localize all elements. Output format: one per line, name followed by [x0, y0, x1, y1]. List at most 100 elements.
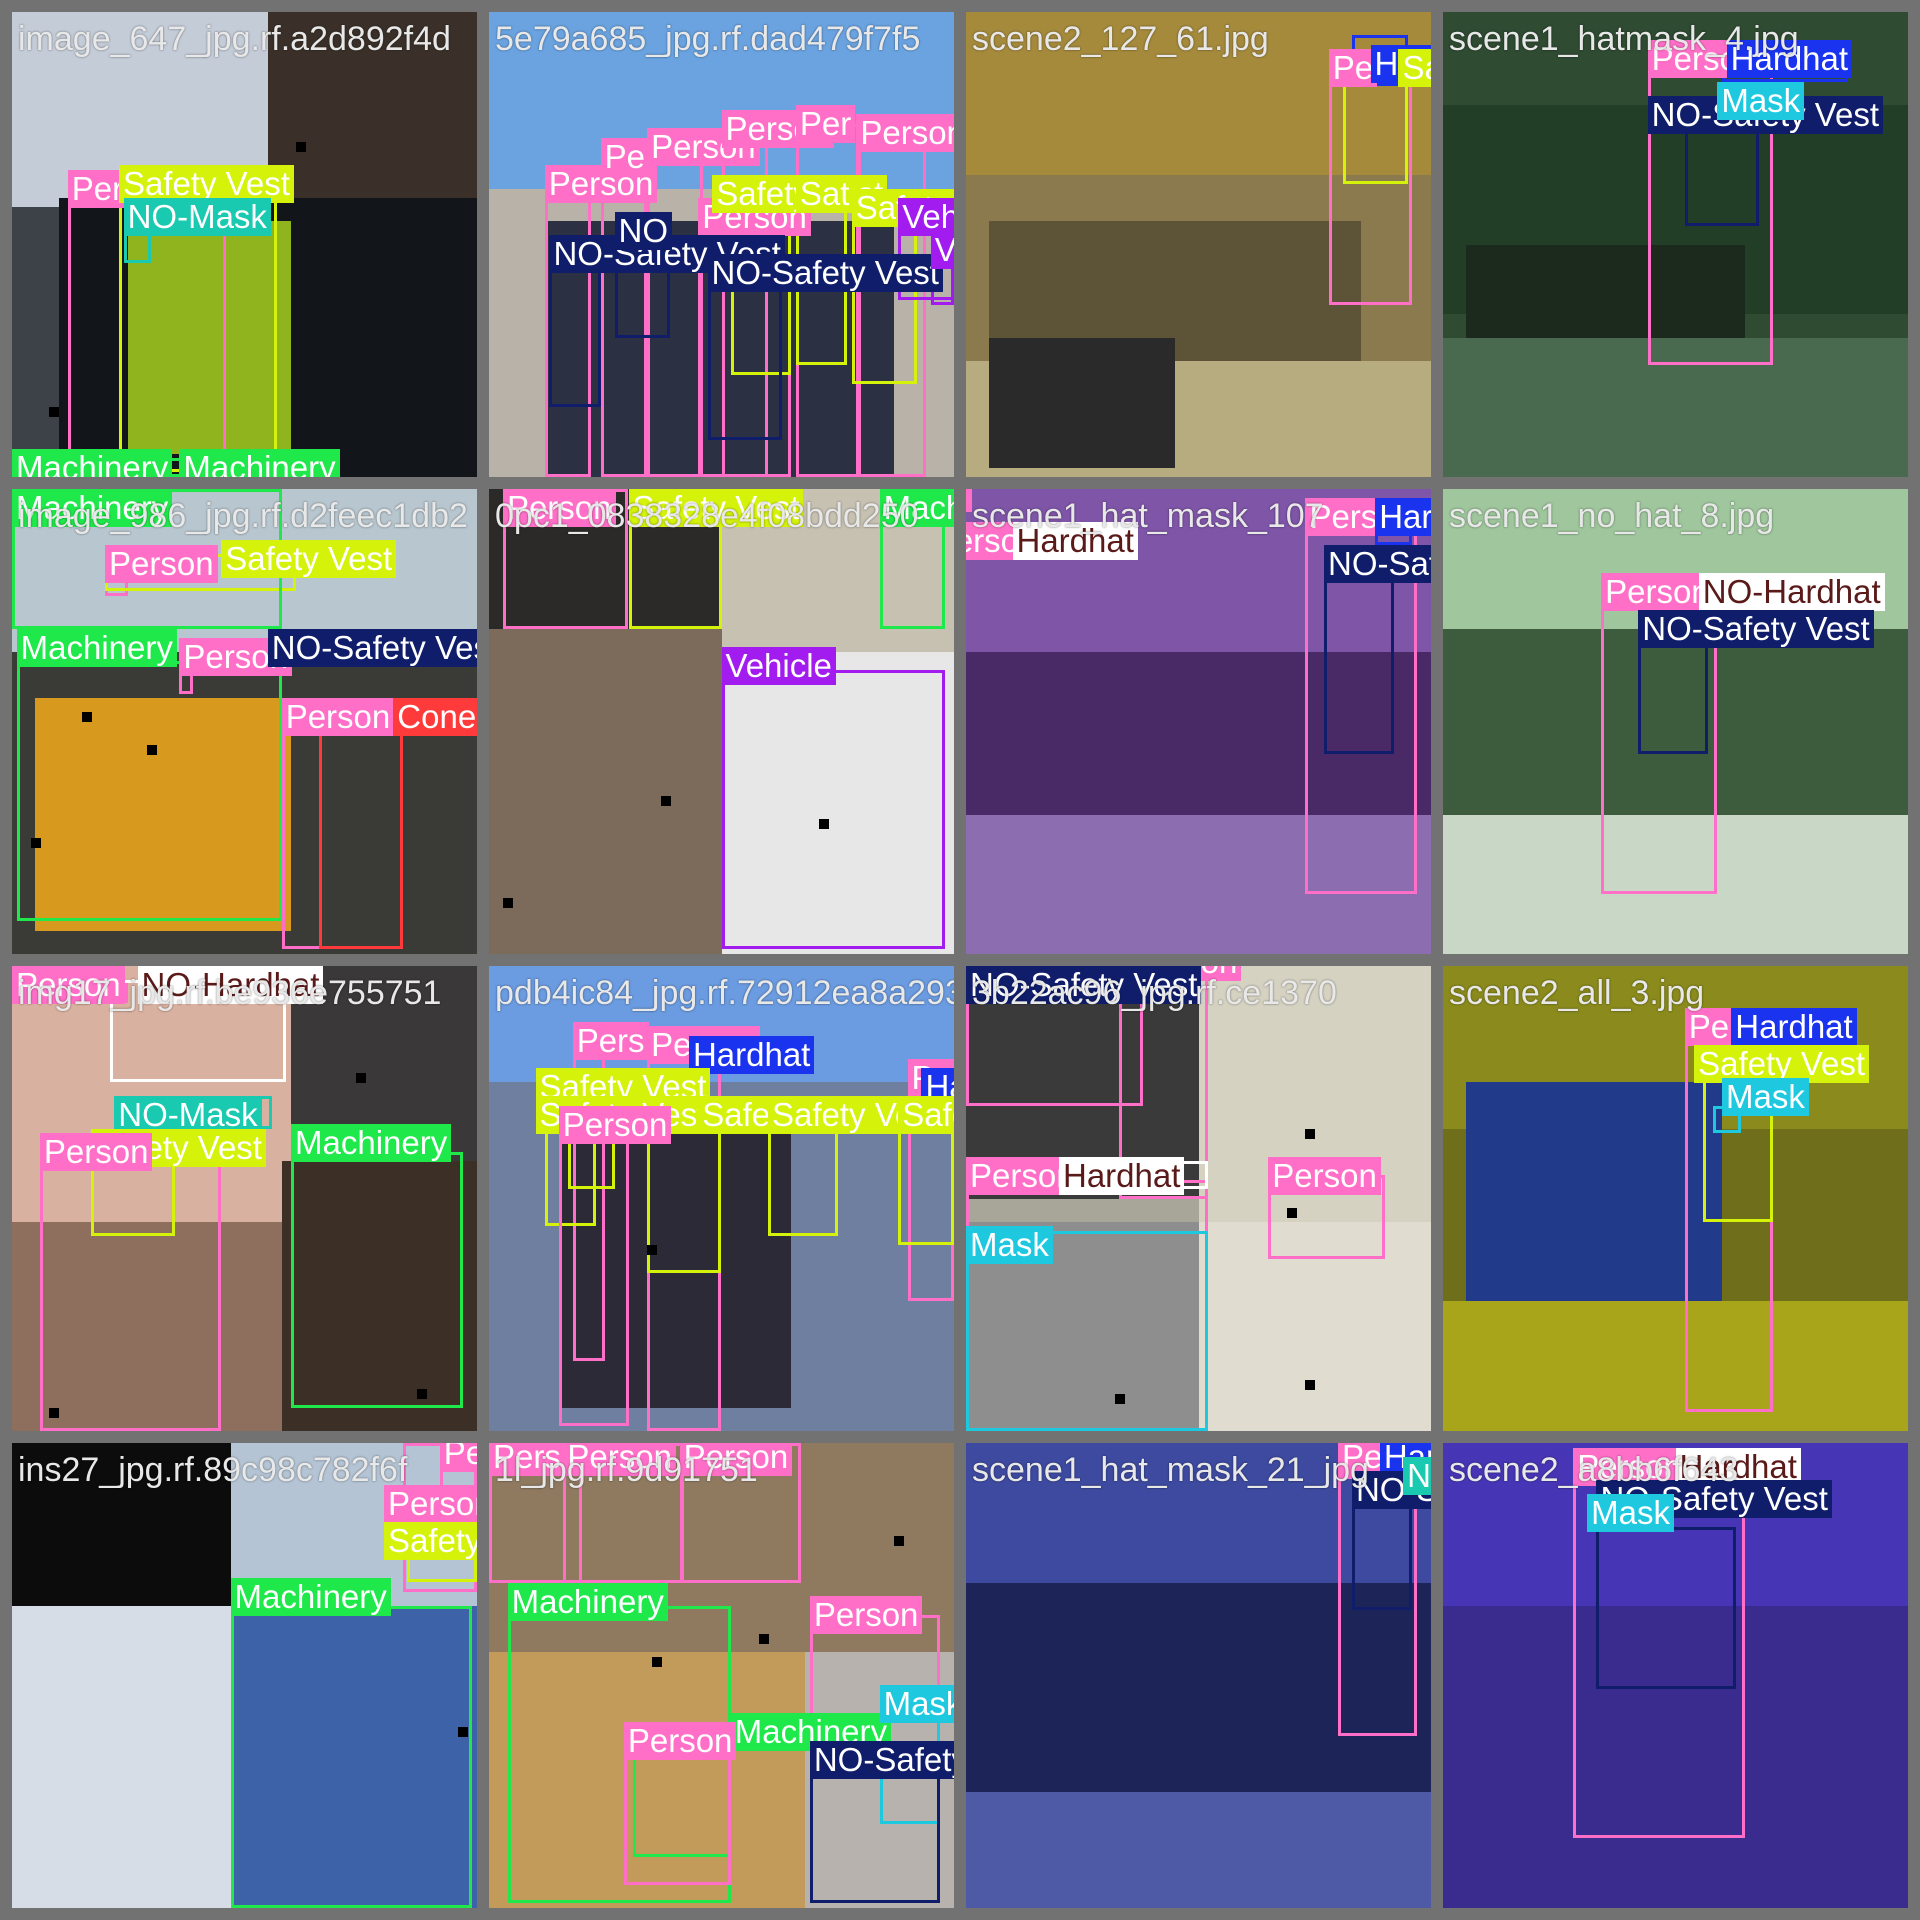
scene-region — [230, 1605, 477, 1908]
image-filename: scene2_a8bb6f643 — [1449, 1451, 1739, 1489]
mosaic-tile: img17_jpg.rf.be936e755751 Person NO-Hardha… — [12, 966, 477, 1431]
mosaic-tile: 1l_jpg.rf.9d91751 Pers Person Person Machine… — [489, 1443, 954, 1908]
center-point-marker — [651, 1656, 662, 1667]
scene-region — [267, 12, 477, 198]
bbox-label: Pers — [572, 1021, 649, 1060]
mosaic-tile: image_986_jpg.rf.d2feec1db2 Person Safety … — [12, 489, 477, 954]
bbox-label: NO-Safety Vest — [966, 966, 1202, 1004]
bbox-label: Safety Vest — [628, 489, 804, 527]
center-point-marker — [81, 712, 92, 723]
bbox-safety-vest — [647, 1124, 722, 1273]
mosaic-tile: 5e79a685_jpg.rf.dad479f7f5 Person Pe Person… — [489, 12, 954, 477]
image-filename: scene1_hat_mask_107 — [972, 497, 1324, 535]
bbox-label: Person — [439, 1443, 477, 1472]
scene-region — [989, 337, 1176, 468]
image-filename: 0pc1_0838328e4f08bdd250 — [495, 497, 919, 535]
scene-region — [558, 1128, 792, 1408]
center-point-marker — [416, 1389, 427, 1400]
image-filename: 5e79a685_jpg.rf.dad479f7f5 — [495, 20, 921, 58]
scene-region — [966, 1582, 1431, 1792]
center-point-marker — [30, 837, 41, 848]
bbox-no-safety-vest — [1684, 123, 1760, 226]
mosaic-tile: scene2_127_61.jpgPeHardhatSafety Vest — [966, 12, 1431, 477]
bbox-label: Person — [1268, 1156, 1381, 1195]
bbox-label: Person — [558, 1105, 672, 1144]
center-point-marker — [1305, 1379, 1316, 1390]
scene-region — [281, 1161, 477, 1431]
bbox-label: NO-Safety Vest — [809, 1740, 954, 1779]
bbox-label: Safety Vest — [898, 1096, 954, 1135]
scene-region — [1443, 1300, 1908, 1431]
bbox-label: Hardhat — [1012, 521, 1138, 560]
bbox-label: Person — [502, 489, 616, 527]
bbox-label: NO-Hardhat — [1698, 572, 1885, 611]
scene-region — [35, 698, 291, 931]
scene-region — [128, 221, 291, 454]
scene-region — [1443, 337, 1908, 477]
bbox-label: Per — [795, 105, 856, 143]
bbox-label: NO — [614, 211, 673, 250]
bbox-person — [623, 1745, 731, 1885]
bbox-label: Hardhat — [1731, 1007, 1857, 1046]
bbox-label: NO-Safety Vest — [1324, 544, 1431, 583]
bbox-label: Person — [563, 1443, 676, 1477]
image-filename: image_986_jpg.rf.d2feec1db2 — [18, 497, 468, 535]
bbox-label: Mask — [1722, 1077, 1809, 1116]
bbox-no-safety-vest — [1596, 1526, 1736, 1690]
bbox-vehicle — [721, 670, 945, 950]
mosaic-tile: scene1_hat_mask_21_jpgPeHardhatNO-Safety… — [966, 1443, 1431, 1908]
bbox-label: NO-Safety Vest — [267, 628, 477, 667]
bbox-label: Hardhat — [1726, 39, 1853, 78]
center-point-marker — [893, 1536, 904, 1546]
bbox-label: Hardhat — [688, 1035, 815, 1074]
mosaic-tile: image_647_jpg.rf.a2d892f4dPersonSafety V… — [12, 12, 477, 477]
center-point-marker — [295, 142, 306, 153]
scene-region — [1443, 814, 1908, 954]
bbox-person — [39, 1152, 222, 1431]
image-filename: scene2_all_3.jpg — [1449, 974, 1705, 1012]
center-point-marker — [758, 1633, 769, 1644]
bbox-label: NO-Safety Vest — [1638, 609, 1874, 648]
center-point-marker — [661, 795, 672, 806]
image-filename: 1l_jpg.rf.9d91751 — [495, 1451, 758, 1489]
bbox-label: Person — [856, 114, 954, 153]
bbox-label: Machinery — [507, 1582, 668, 1621]
bbox-label: Mask — [1717, 81, 1805, 120]
scene-region — [12, 966, 291, 1222]
bbox-safety-vest — [1342, 77, 1408, 185]
bbox-label: Person — [623, 1722, 737, 1760]
bbox-label: Person — [281, 698, 395, 737]
mosaic-tile: scene2_a8bb6f643 Person Hardhat NO-Safety V… — [1443, 1443, 1908, 1908]
bbox-label: Person — [384, 1484, 477, 1523]
scene-region — [489, 1652, 806, 1908]
bbox-safety-vest — [898, 1119, 954, 1245]
center-point-marker — [49, 1407, 60, 1418]
bbox-label: Person — [1601, 572, 1714, 611]
bbox-label: Safety Vest — [221, 540, 397, 579]
bbox-machinery — [16, 661, 282, 922]
mosaic-tile: ins27_jpg.rf.89c98c782f6f Machinery Person… — [12, 1443, 477, 1908]
center-point-marker — [1114, 1393, 1125, 1404]
image-filename: scene1_hatmask_4.jpg — [1449, 20, 1799, 58]
mosaic-tile: pdb4ic84_jpg.rf.72912ea8a293 Pers Person Ha… — [489, 966, 954, 1431]
bbox-label: Pers — [489, 1443, 565, 1477]
bbox-label: Vehicle — [898, 198, 954, 236]
bbox-no-safety-vest — [809, 1759, 941, 1904]
image-filename: scene1_hat_mask_21_jpg — [972, 1451, 1369, 1489]
bbox-label: Vehicle — [721, 647, 836, 686]
bbox-label: Machinery — [179, 449, 340, 477]
bbox-label: Person — [809, 1596, 923, 1635]
bbox-safety-vest — [768, 1124, 838, 1236]
bbox-label: NO-Mask — [114, 1096, 262, 1135]
bbox-label: Person — [679, 1443, 793, 1477]
bbox-no-safety-vest — [1324, 563, 1394, 755]
scene-region — [1466, 1082, 1722, 1315]
image-filename: img17_jpg.rf.be936e755751 — [18, 974, 442, 1012]
image-filename: 3b22ac96_jpg.rf.ce1370 — [972, 974, 1337, 1012]
bbox-safety-cone — [318, 721, 403, 950]
center-point-marker — [502, 898, 513, 909]
bbox-label: NO-Safety Vest — [707, 253, 943, 292]
bbox-label: Machinery — [230, 1577, 391, 1616]
bbox-label: Safety Vest — [118, 165, 294, 204]
bbox-label: Safety Vest — [1398, 49, 1431, 88]
